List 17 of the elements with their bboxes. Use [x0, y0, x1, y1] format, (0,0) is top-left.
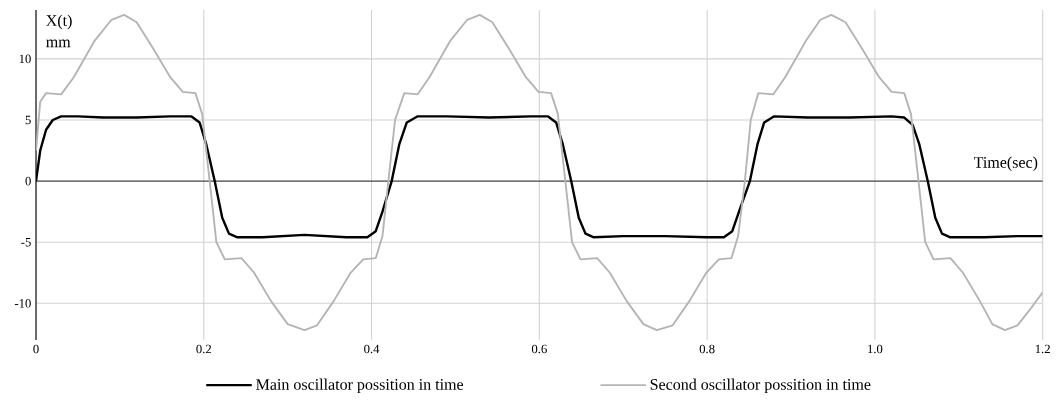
y-tick-label: -5 — [21, 238, 31, 247]
x-tick-label: 0 — [33, 344, 39, 354]
y-tick-label: 0 — [25, 176, 31, 186]
y-tick-label: -10 — [14, 299, 31, 308]
x-tick-label: 0.6 — [531, 344, 547, 354]
x-tick-label: 0.4 — [364, 344, 380, 354]
legend-label: Second oscillator possition in time — [650, 378, 871, 394]
x-tick-label: 1.2 — [1035, 344, 1050, 354]
y-axis-title: X(t) mm — [46, 14, 72, 48]
line-series — [36, 13, 1043, 332]
x-tick-label: 0.8 — [699, 344, 715, 354]
x-tick-label: 0.2 — [196, 344, 212, 354]
legend-label: Main oscillator possition in time — [256, 378, 464, 394]
y-tick-label: 5 — [25, 115, 31, 125]
x-axis-title: Time(sec) — [973, 156, 1038, 172]
y-tick-label: 10 — [19, 54, 31, 64]
x-tick-label: 1.0 — [868, 344, 883, 354]
